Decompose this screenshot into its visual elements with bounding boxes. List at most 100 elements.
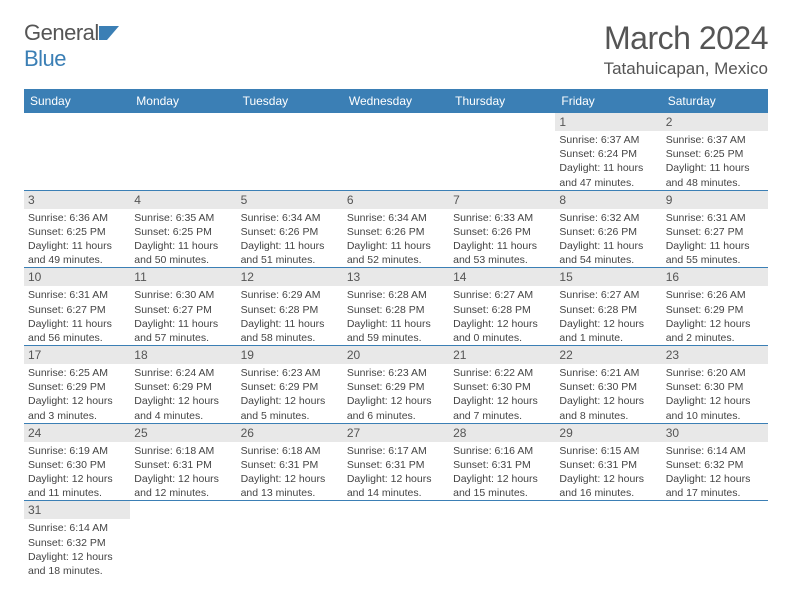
day-number: 6 [343, 191, 449, 209]
sunrise-text: Sunrise: 6:33 AM [453, 211, 551, 225]
daylight-text: Daylight: 11 hours and 47 minutes. [559, 161, 657, 189]
sun-info: Sunrise: 6:36 AMSunset: 6:25 PMDaylight:… [24, 209, 130, 268]
day-number: 25 [130, 424, 236, 442]
sun-info: Sunrise: 6:21 AMSunset: 6:30 PMDaylight:… [555, 364, 661, 423]
location-label: Tatahuicapan, Mexico [604, 59, 768, 79]
day-number: 29 [555, 424, 661, 442]
sun-info: Sunrise: 6:34 AMSunset: 6:26 PMDaylight:… [237, 209, 343, 268]
daylight-text: Daylight: 12 hours and 11 minutes. [28, 472, 126, 500]
sunset-text: Sunset: 6:31 PM [453, 458, 551, 472]
sun-info: Sunrise: 6:37 AMSunset: 6:24 PMDaylight:… [555, 131, 661, 190]
daylight-text: Daylight: 11 hours and 52 minutes. [347, 239, 445, 267]
sunrise-text: Sunrise: 6:17 AM [347, 444, 445, 458]
calendar-day-cell: 31Sunrise: 6:14 AMSunset: 6:32 PMDayligh… [24, 501, 130, 578]
logo-text-1: General [24, 20, 99, 45]
calendar-day-cell: 19Sunrise: 6:23 AMSunset: 6:29 PMDayligh… [237, 346, 343, 424]
calendar-empty-cell [130, 113, 236, 190]
day-number: 12 [237, 268, 343, 286]
calendar-empty-cell [24, 113, 130, 190]
title-block: March 2024 Tatahuicapan, Mexico [604, 20, 768, 79]
daylight-text: Daylight: 12 hours and 17 minutes. [666, 472, 764, 500]
sunrise-text: Sunrise: 6:34 AM [347, 211, 445, 225]
calendar-day-cell: 24Sunrise: 6:19 AMSunset: 6:30 PMDayligh… [24, 423, 130, 501]
calendar-empty-cell [662, 501, 768, 578]
sunrise-text: Sunrise: 6:22 AM [453, 366, 551, 380]
sun-info: Sunrise: 6:17 AMSunset: 6:31 PMDaylight:… [343, 442, 449, 501]
calendar-day-cell: 2Sunrise: 6:37 AMSunset: 6:25 PMDaylight… [662, 113, 768, 190]
sun-info: Sunrise: 6:19 AMSunset: 6:30 PMDaylight:… [24, 442, 130, 501]
day-number: 27 [343, 424, 449, 442]
sunset-text: Sunset: 6:30 PM [666, 380, 764, 394]
calendar-day-cell: 20Sunrise: 6:23 AMSunset: 6:29 PMDayligh… [343, 346, 449, 424]
calendar-day-cell: 15Sunrise: 6:27 AMSunset: 6:28 PMDayligh… [555, 268, 661, 346]
sunset-text: Sunset: 6:28 PM [347, 303, 445, 317]
day-number: 14 [449, 268, 555, 286]
sunrise-text: Sunrise: 6:23 AM [347, 366, 445, 380]
calendar-day-cell: 18Sunrise: 6:24 AMSunset: 6:29 PMDayligh… [130, 346, 236, 424]
sunrise-text: Sunrise: 6:14 AM [666, 444, 764, 458]
daylight-text: Daylight: 11 hours and 50 minutes. [134, 239, 232, 267]
sunset-text: Sunset: 6:28 PM [559, 303, 657, 317]
calendar-day-cell: 29Sunrise: 6:15 AMSunset: 6:31 PMDayligh… [555, 423, 661, 501]
calendar-empty-cell [449, 501, 555, 578]
logo-text: GeneralBlue [24, 20, 119, 72]
sunset-text: Sunset: 6:26 PM [453, 225, 551, 239]
sun-info: Sunrise: 6:14 AMSunset: 6:32 PMDaylight:… [662, 442, 768, 501]
sunrise-text: Sunrise: 6:29 AM [241, 288, 339, 302]
day-number: 8 [555, 191, 661, 209]
sun-info: Sunrise: 6:27 AMSunset: 6:28 PMDaylight:… [555, 286, 661, 345]
sunset-text: Sunset: 6:27 PM [134, 303, 232, 317]
sunset-text: Sunset: 6:31 PM [559, 458, 657, 472]
sun-info: Sunrise: 6:37 AMSunset: 6:25 PMDaylight:… [662, 131, 768, 190]
sunrise-text: Sunrise: 6:37 AM [559, 133, 657, 147]
calendar-day-cell: 25Sunrise: 6:18 AMSunset: 6:31 PMDayligh… [130, 423, 236, 501]
calendar-empty-cell [343, 113, 449, 190]
sun-info: Sunrise: 6:15 AMSunset: 6:31 PMDaylight:… [555, 442, 661, 501]
sun-info: Sunrise: 6:23 AMSunset: 6:29 PMDaylight:… [237, 364, 343, 423]
calendar-day-cell: 14Sunrise: 6:27 AMSunset: 6:28 PMDayligh… [449, 268, 555, 346]
sunrise-text: Sunrise: 6:27 AM [559, 288, 657, 302]
day-number: 3 [24, 191, 130, 209]
daylight-text: Daylight: 12 hours and 5 minutes. [241, 394, 339, 422]
sunrise-text: Sunrise: 6:31 AM [666, 211, 764, 225]
flag-icon [99, 24, 119, 40]
sunset-text: Sunset: 6:30 PM [28, 458, 126, 472]
sunrise-text: Sunrise: 6:27 AM [453, 288, 551, 302]
sunset-text: Sunset: 6:27 PM [666, 225, 764, 239]
sun-info: Sunrise: 6:29 AMSunset: 6:28 PMDaylight:… [237, 286, 343, 345]
daylight-text: Daylight: 12 hours and 16 minutes. [559, 472, 657, 500]
sunset-text: Sunset: 6:32 PM [28, 536, 126, 550]
day-number: 16 [662, 268, 768, 286]
weekday-header: Wednesday [343, 89, 449, 113]
daylight-text: Daylight: 12 hours and 14 minutes. [347, 472, 445, 500]
day-number: 5 [237, 191, 343, 209]
sunrise-text: Sunrise: 6:35 AM [134, 211, 232, 225]
calendar-empty-cell [343, 501, 449, 578]
calendar-day-cell: 13Sunrise: 6:28 AMSunset: 6:28 PMDayligh… [343, 268, 449, 346]
sun-info: Sunrise: 6:31 AMSunset: 6:27 PMDaylight:… [662, 209, 768, 268]
sunset-text: Sunset: 6:26 PM [241, 225, 339, 239]
day-number: 2 [662, 113, 768, 131]
calendar-empty-cell [130, 501, 236, 578]
sun-info: Sunrise: 6:23 AMSunset: 6:29 PMDaylight:… [343, 364, 449, 423]
daylight-text: Daylight: 11 hours and 58 minutes. [241, 317, 339, 345]
sunrise-text: Sunrise: 6:28 AM [347, 288, 445, 302]
sunset-text: Sunset: 6:30 PM [559, 380, 657, 394]
sun-info: Sunrise: 6:24 AMSunset: 6:29 PMDaylight:… [130, 364, 236, 423]
sunrise-text: Sunrise: 6:31 AM [28, 288, 126, 302]
calendar-day-cell: 8Sunrise: 6:32 AMSunset: 6:26 PMDaylight… [555, 190, 661, 268]
daylight-text: Daylight: 12 hours and 7 minutes. [453, 394, 551, 422]
day-number: 19 [237, 346, 343, 364]
day-number: 24 [24, 424, 130, 442]
day-number: 4 [130, 191, 236, 209]
sun-info: Sunrise: 6:27 AMSunset: 6:28 PMDaylight:… [449, 286, 555, 345]
calendar-day-cell: 27Sunrise: 6:17 AMSunset: 6:31 PMDayligh… [343, 423, 449, 501]
sun-info: Sunrise: 6:34 AMSunset: 6:26 PMDaylight:… [343, 209, 449, 268]
daylight-text: Daylight: 11 hours and 51 minutes. [241, 239, 339, 267]
sunset-text: Sunset: 6:26 PM [559, 225, 657, 239]
sunrise-text: Sunrise: 6:37 AM [666, 133, 764, 147]
daylight-text: Daylight: 12 hours and 4 minutes. [134, 394, 232, 422]
day-number: 21 [449, 346, 555, 364]
sunset-text: Sunset: 6:29 PM [347, 380, 445, 394]
calendar-week-row: 10Sunrise: 6:31 AMSunset: 6:27 PMDayligh… [24, 268, 768, 346]
